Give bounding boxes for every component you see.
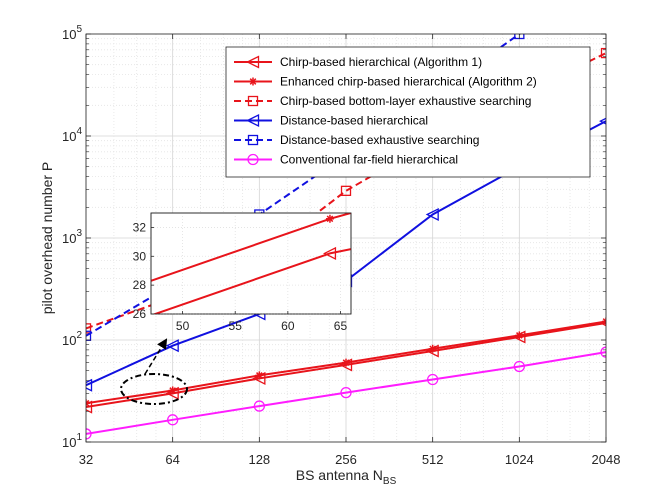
data-point [86, 400, 93, 414]
data-point [167, 414, 179, 426]
legend-swatch-marker [246, 55, 260, 69]
y-axis-label: pilot overhead number P [39, 162, 55, 315]
series-line [86, 351, 606, 435]
x-tick-label: 128 [248, 452, 270, 467]
x-tick-label: 32 [79, 452, 93, 467]
data-point [602, 317, 606, 326]
x-tick-label: 2048 [592, 452, 621, 467]
legend-swatch-marker [247, 134, 259, 146]
inset-series-1 [151, 213, 351, 282]
inset-x-tick-label: 55 [229, 319, 243, 333]
x-axis-label: BS antenna NBS [296, 467, 397, 487]
data-point [86, 428, 92, 440]
data-point [165, 339, 179, 353]
inset-x-tick-label: 60 [281, 319, 295, 333]
series-1 [86, 317, 606, 408]
legend-label: Chirp-based hierarchical (Algorithm 1) [280, 55, 482, 69]
x-tick-label: 1024 [505, 452, 534, 467]
inset-x-tick-label: 50 [176, 319, 190, 333]
legend-swatch-marker [249, 77, 257, 86]
inset-line [152, 248, 351, 314]
legend-label: Distance-based hierarchical [280, 114, 428, 128]
legend-label: Distance-based exhaustive searching [280, 133, 479, 147]
data-point [428, 344, 437, 353]
legend-label: Enhanced chirp-based hierarchical (Algor… [280, 75, 537, 89]
x-tick-label: 256 [335, 452, 357, 467]
legend-item: Distance-based exhaustive searching [234, 133, 479, 147]
inset-y-tick-label: 30 [133, 249, 147, 263]
x-tick-label: 64 [165, 452, 179, 467]
legend: Chirp-based hierarchical (Algorithm 1) En… [225, 46, 591, 178]
zoom-annotation [120, 338, 188, 405]
inset-y-tick-label: 26 [133, 307, 147, 321]
zoom-ellipse [120, 373, 188, 405]
data-point [340, 386, 352, 399]
data-point [342, 358, 350, 367]
zoom-arrow [144, 338, 168, 375]
legend-item: Enhanced chirp-based hierarchical (Algor… [234, 75, 537, 89]
data-point [255, 371, 264, 380]
data-point [427, 373, 439, 386]
legend-item: Chirp-based bottom-layer exhaustive sear… [234, 94, 531, 108]
x-tick-label: 512 [422, 452, 444, 467]
legend-box [225, 46, 591, 178]
inset-series-0 [152, 246, 351, 314]
inset-y-tick-label: 28 [133, 278, 147, 292]
y-tick-label: 101 [62, 432, 82, 450]
inset-y-tick-label: 32 [133, 220, 147, 234]
inset-series [151, 213, 351, 314]
y-tick-label: 102 [62, 330, 82, 348]
y-tick-label: 104 [62, 126, 82, 144]
legend-swatch-marker [247, 95, 259, 107]
legend-item: Distance-based hierarchical [234, 114, 428, 128]
data-point [513, 360, 525, 373]
data-point [600, 47, 606, 59]
data-point [425, 207, 439, 222]
legend-item: Chirp-based hierarchical (Algorithm 1) [234, 55, 482, 69]
legend-swatch-marker [246, 113, 260, 128]
axis-ticks: 32 64 128 256 512 1024 2048 101 102 103 104 105 [62, 24, 620, 467]
data-point [86, 323, 92, 334]
data-point [340, 185, 352, 196]
inset-chart: 50 55 60 65 26 28 30 32 [133, 212, 352, 333]
data-point [86, 399, 90, 408]
legend-item: Conventional far-field hierarchical [234, 153, 458, 167]
legend-label: Conventional far-field hierarchical [280, 153, 458, 167]
data-point [253, 400, 265, 412]
y-tick-label: 105 [62, 24, 82, 42]
data-point [168, 386, 177, 395]
data-point [86, 330, 92, 341]
y-tick-label: 103 [62, 228, 82, 246]
inset-frame [150, 212, 352, 315]
data-point [600, 346, 606, 358]
legend-swatch-marker [247, 153, 259, 166]
inset-data-point [325, 214, 334, 223]
data-point [515, 331, 524, 340]
inset-data-point [322, 246, 337, 260]
series-5 [86, 346, 606, 440]
inset-ticks: 50 55 60 65 26 28 30 32 [133, 220, 348, 333]
inset-border [150, 212, 352, 315]
data-point [86, 378, 93, 392]
legend-label: Chirp-based bottom-layer exhaustive sear… [280, 94, 531, 108]
inset-x-tick-label: 65 [334, 319, 348, 333]
